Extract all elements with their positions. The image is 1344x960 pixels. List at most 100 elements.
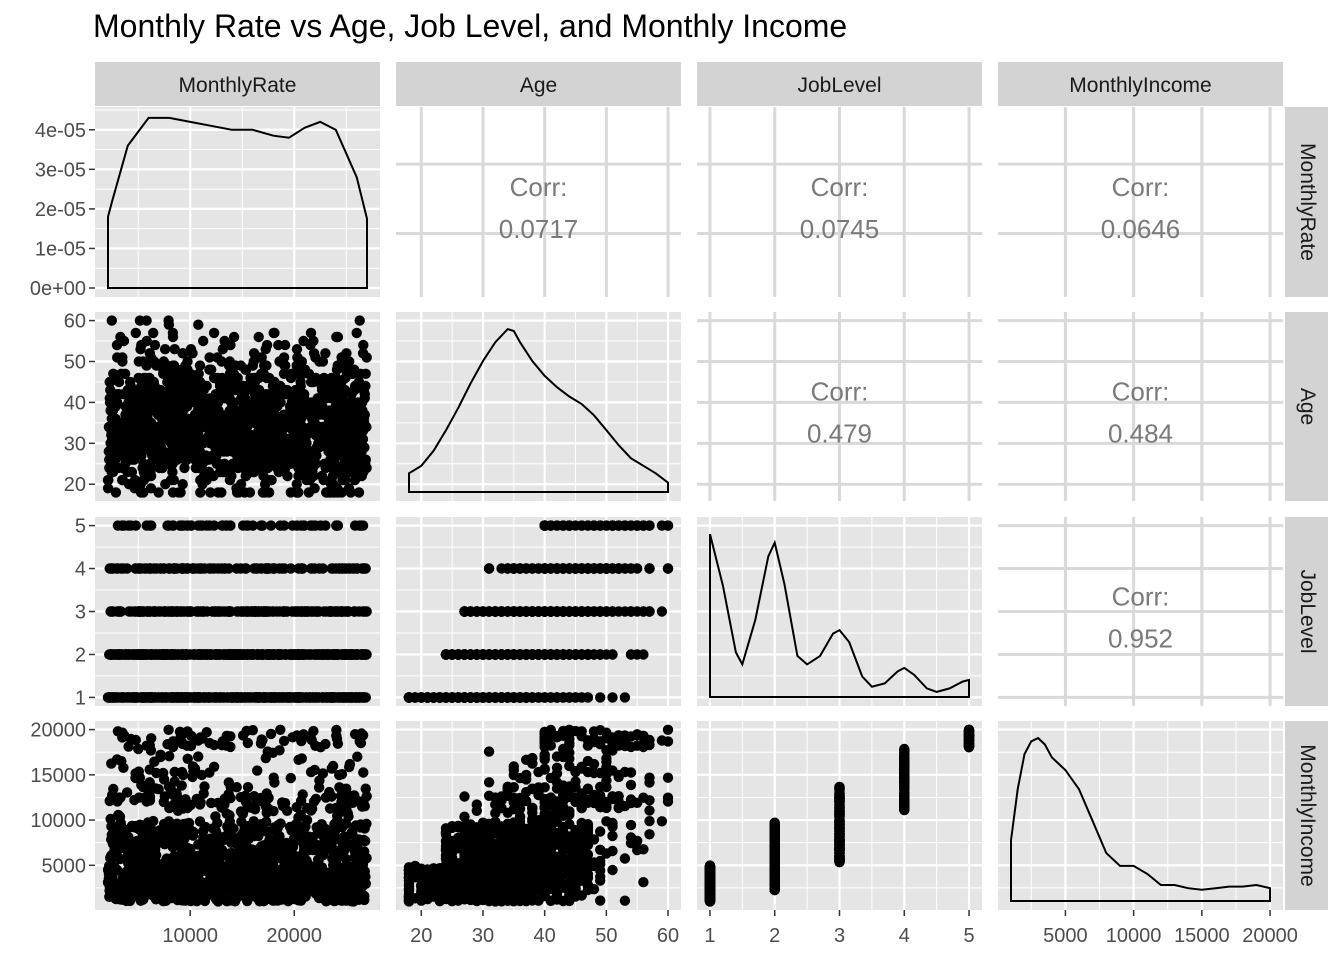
data-point [256,520,267,531]
data-point [199,380,211,392]
data-point [246,376,258,388]
data-point [359,563,370,574]
data-point [228,331,240,343]
data-point [117,474,128,486]
data-point [192,434,203,445]
data-point [187,348,198,359]
data-point [329,446,340,457]
data-point [204,352,215,363]
panel-JobLevel-MonthlyIncome: Corr:0.952 [998,517,1283,706]
data-point [346,389,357,400]
data-point [176,520,188,531]
data-point [324,692,336,703]
scatter-points [102,315,372,498]
data-point [144,348,155,359]
data-point [208,327,220,339]
data-point [483,649,495,660]
data-point [332,389,343,400]
panel-Age-Age [396,312,681,501]
data-point [259,479,271,490]
data-point [115,649,126,660]
data-point [324,409,335,420]
data-point [102,483,114,494]
data-point [117,352,128,363]
data-point [194,563,206,574]
data-point [361,352,372,363]
panel-background [396,107,681,297]
data-point [149,339,161,351]
data-point [233,487,244,498]
data-point [112,462,124,474]
scatter-points [102,724,372,907]
data-point [125,520,136,531]
data-point [321,458,332,469]
data-point [325,474,337,486]
data-point [576,563,587,574]
data-point [446,692,458,703]
data-point [103,446,115,457]
panel-background [998,312,1283,501]
data-point [459,649,470,660]
data-point [113,376,125,388]
data-point [133,413,145,424]
data-point [179,462,190,474]
data-point [588,520,600,531]
corr-label: Corr: [1112,582,1170,612]
data-point [259,413,270,424]
data-point [155,749,166,760]
data-point [216,356,227,367]
data-point [278,409,290,420]
data-point [334,434,345,445]
data-point [320,520,331,531]
data-point [268,425,279,437]
data-point [356,470,367,482]
data-point [141,692,152,703]
panel-MonthlyRate-JobLevel: Corr:0.0745 [697,107,982,297]
data-point [177,479,188,490]
data-point [235,409,247,420]
data-point [508,563,519,574]
data-point [206,364,217,375]
data-point [241,606,252,617]
data-point [146,356,157,367]
data-point [625,563,637,574]
data-point [178,563,189,574]
data-point [124,692,136,703]
data-point [167,487,179,498]
data-point [115,331,126,343]
data-point [162,360,173,371]
data-point [359,649,370,660]
data-point [175,425,186,437]
data-point [243,413,255,424]
data-point [206,425,217,437]
data-point [259,606,270,617]
data-point [206,649,217,660]
data-point [111,563,123,574]
data-point [564,520,575,531]
corr-label: Corr: [510,172,568,202]
data-point [234,417,245,429]
data-point [325,425,337,437]
data-point [359,409,370,420]
data-point [220,649,231,660]
data-point [619,606,631,617]
data-point [355,368,366,379]
data-point [353,434,364,445]
density-curve-MonthlyRate [107,116,368,289]
data-point [576,692,587,703]
data-point [353,376,365,388]
data-point [239,462,250,474]
data-point [116,368,127,379]
data-point [221,520,232,531]
data-point [254,425,265,437]
data-point [142,413,153,424]
data-point [148,327,159,339]
data-point [159,344,171,355]
data-point [258,450,269,461]
data-point [176,364,188,375]
data-point [131,446,142,457]
corr-value: 0.484 [1108,419,1173,449]
data-point [334,563,345,574]
data-point [119,417,130,429]
